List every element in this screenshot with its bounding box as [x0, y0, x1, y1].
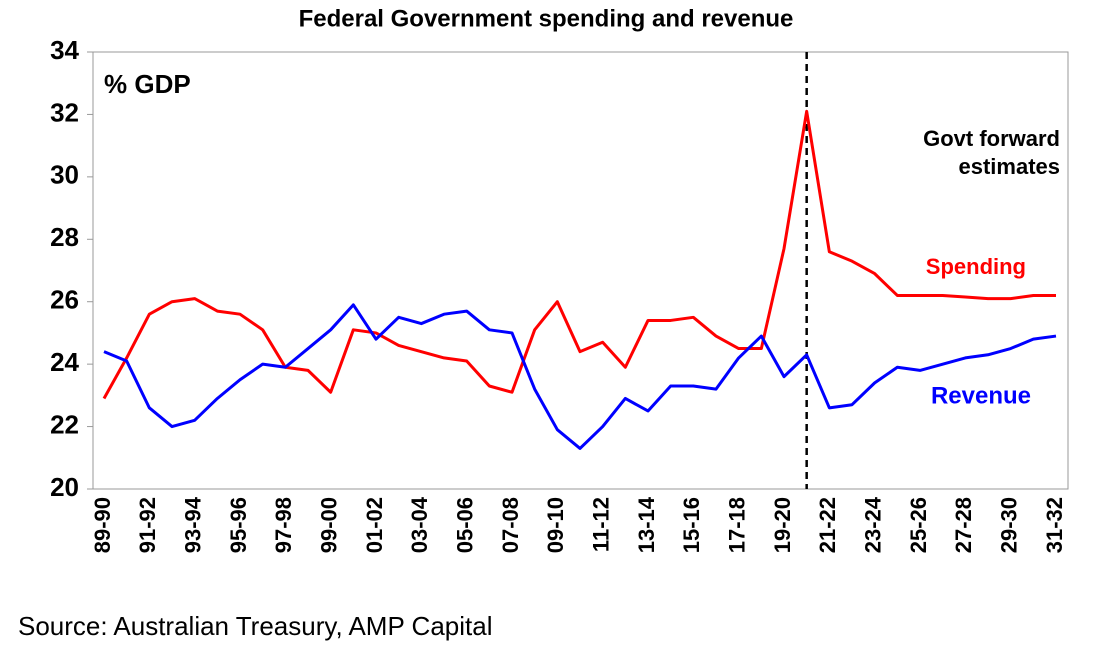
- y-tick-label: 34: [50, 35, 79, 65]
- y-tick-label: 20: [50, 472, 79, 502]
- y-tick-label: 30: [50, 160, 79, 190]
- series-line: [102, 109, 1056, 400]
- x-tick-label: 05-06: [452, 497, 477, 553]
- y-tick-label: 32: [50, 97, 79, 127]
- x-tick-label: 31-32: [1042, 497, 1067, 553]
- legend-label: Revenue: [931, 382, 1031, 409]
- annotation: Govt forward: [923, 126, 1060, 151]
- x-tick-label: 91-92: [135, 497, 160, 553]
- x-tick-label: 99-00: [316, 497, 341, 553]
- x-tick-label: 21-22: [815, 497, 840, 553]
- series-line: [103, 303, 1057, 450]
- x-tick-label: 13-14: [634, 496, 659, 553]
- x-tick-label: 29-30: [996, 497, 1021, 553]
- y-axis-label: % GDP: [104, 69, 191, 99]
- source: Source: Australian Treasury, AMP Capital: [18, 611, 493, 641]
- y-tick-label: 22: [50, 409, 79, 439]
- y-tick-label: 26: [50, 285, 79, 315]
- x-tick-label: 95-96: [226, 497, 251, 553]
- chart-title: Federal Government spending and revenue: [299, 5, 794, 32]
- x-tick-label: 93-94: [180, 496, 205, 553]
- annotation: estimates: [958, 154, 1060, 179]
- x-tick-label: 23-24: [860, 496, 885, 553]
- x-tick-label: 03-04: [407, 496, 432, 553]
- x-tick-label: 25-26: [906, 497, 931, 553]
- y-tick-label: 28: [50, 222, 79, 252]
- legend-label: Spending: [926, 254, 1026, 279]
- y-tick-label: 24: [50, 347, 79, 377]
- x-tick-label: 07-08: [498, 497, 523, 553]
- x-tick-label: 89-90: [90, 497, 115, 553]
- x-tick-label: 15-16: [679, 497, 704, 553]
- x-tick-label: 17-18: [724, 497, 749, 553]
- x-tick-label: 09-10: [543, 497, 568, 553]
- plot-frame: [92, 51, 1069, 490]
- x-tick-label: 97-98: [271, 497, 296, 553]
- x-tick-label: 19-20: [770, 497, 795, 553]
- x-tick-label: 01-02: [362, 497, 387, 553]
- x-tick-label: 27-28: [951, 497, 976, 553]
- x-tick-label: 11-12: [588, 497, 613, 552]
